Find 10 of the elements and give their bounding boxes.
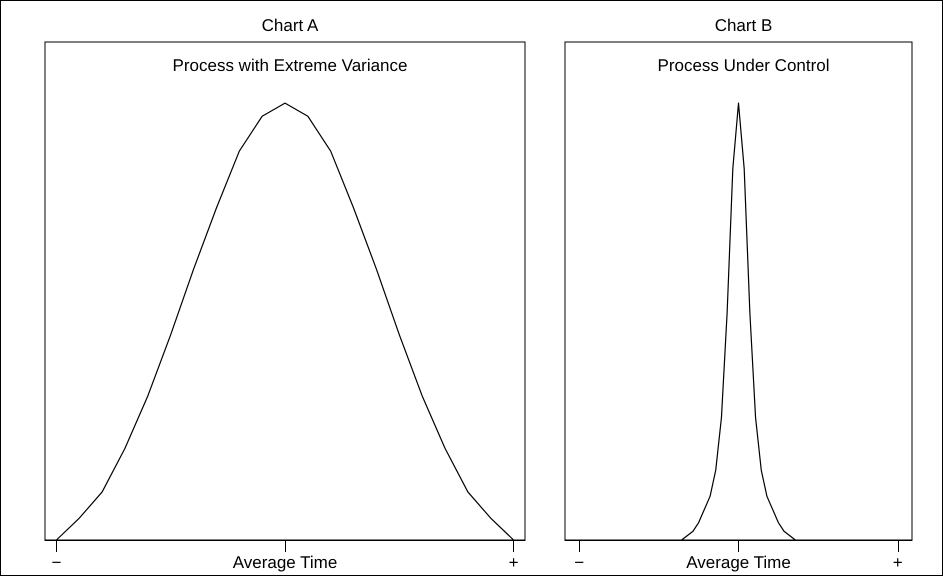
chart-title: Chart B — [714, 16, 772, 35]
x-tick-label: − — [574, 553, 584, 572]
x-tick-label: Average Time — [232, 553, 338, 572]
chart-subtitle: Process Under Control — [658, 56, 830, 75]
chart-title: Chart A — [262, 16, 320, 35]
x-tick-label: + — [892, 553, 903, 572]
x-tick-label: + — [508, 553, 519, 572]
chart-subtitle: Process with Extreme Variance — [172, 56, 408, 75]
x-tick-label: Average Time — [686, 553, 791, 572]
x-tick-label: − — [51, 553, 62, 572]
